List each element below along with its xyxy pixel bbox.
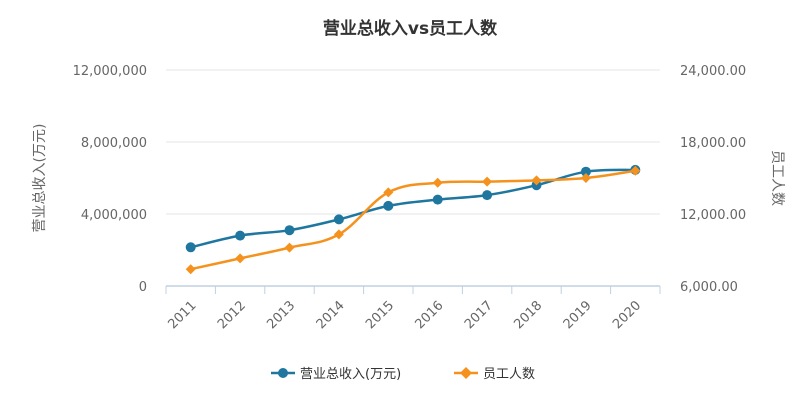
data-point[interactable]: [383, 200, 394, 211]
data-point[interactable]: [482, 176, 493, 187]
x-tick-label: 2011: [166, 298, 200, 332]
data-point[interactable]: [185, 264, 196, 275]
x-tick-label: 2013: [264, 298, 298, 332]
legend-employees-marker: [460, 367, 472, 379]
right-axis-title: 员工人数: [769, 150, 785, 206]
series-revenue: [185, 164, 641, 253]
legend: 营业总收入(万元) 员工人数: [271, 367, 535, 382]
x-tick-label: 2014: [314, 298, 348, 332]
data-point[interactable]: [284, 225, 295, 236]
data-point[interactable]: [580, 166, 591, 177]
right-tick-label: 18,000.00: [680, 136, 746, 151]
left-axis-title: 营业总收入(万元): [32, 124, 48, 233]
data-point[interactable]: [383, 187, 394, 198]
data-point[interactable]: [235, 230, 246, 241]
data-point[interactable]: [432, 177, 443, 188]
left-tick-label: 4,000,000: [81, 208, 147, 223]
data-point[interactable]: [333, 229, 344, 240]
data-point[interactable]: [482, 190, 493, 201]
data-point[interactable]: [531, 175, 542, 186]
data-point[interactable]: [580, 173, 591, 183]
x-tick-label: 2020: [610, 298, 644, 332]
series-employees: [185, 165, 641, 275]
legend-employees-label: 员工人数: [483, 367, 535, 382]
chart-title: 营业总收入vs员工人数: [323, 18, 498, 39]
gridlines: [166, 69, 660, 215]
legend-item-employees[interactable]: 员工人数: [454, 367, 535, 382]
series-line: [190, 169, 636, 271]
data-point[interactable]: [432, 194, 443, 205]
left-tick-label: 8,000,000: [81, 136, 147, 151]
data-point[interactable]: [333, 214, 344, 225]
data-point[interactable]: [630, 165, 641, 176]
x-tick-label: 2012: [215, 298, 249, 332]
left-axis-ticks: 0 4,000,000 8,000,000 12,000,000: [73, 64, 147, 295]
series-layer: [185, 164, 641, 275]
legend-revenue-label: 营业总收入(万元): [300, 367, 401, 382]
legend-revenue-marker: [278, 368, 288, 378]
x-tick-label: 2018: [511, 298, 545, 332]
legend-item-revenue[interactable]: 营业总收入(万元): [271, 367, 401, 382]
series-line: [190, 168, 636, 249]
right-tick-label: 6,000.00: [680, 280, 738, 295]
x-tick-label: 2019: [561, 298, 595, 332]
right-axis-ticks: 6,000.00 12,000.00 18,000.00 24,000.00: [680, 64, 746, 295]
x-tick-label: 2016: [413, 298, 447, 332]
x-axis: 2011 2012 2013 2014 2015 2016 2017 2018 2019 2020: [165, 285, 661, 332]
left-tick-label: 0: [139, 280, 147, 295]
x-tick-label: 2017: [462, 298, 496, 332]
left-tick-label: 12,000,000: [73, 64, 147, 79]
data-point[interactable]: [235, 253, 246, 264]
right-tick-label: 24,000.00: [680, 64, 746, 79]
data-point[interactable]: [284, 242, 295, 253]
data-point[interactable]: [185, 242, 196, 253]
x-tick-label: 2015: [363, 298, 397, 332]
right-tick-label: 12,000.00: [680, 208, 746, 223]
